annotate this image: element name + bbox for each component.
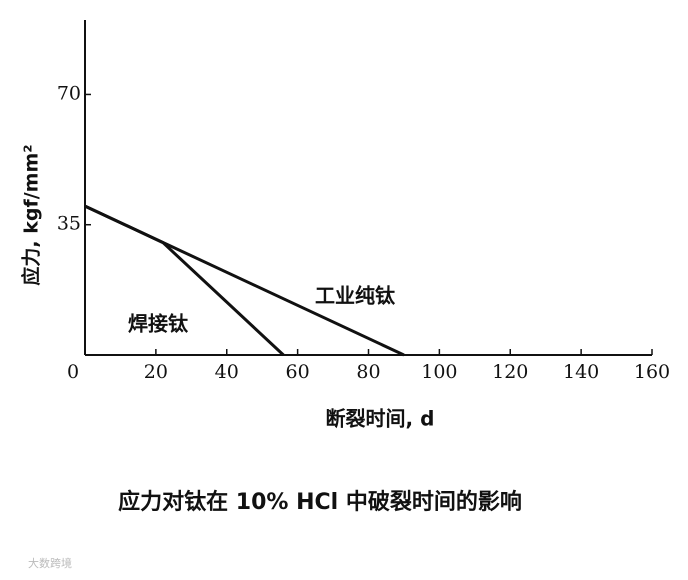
chart-title: 应力对钛在 10% HCl 中破裂时间的影响 [118, 489, 522, 515]
x-tick-label: 160 [634, 361, 670, 383]
x-tick-label: 100 [421, 361, 457, 383]
series-label: 工业纯钛 [315, 284, 396, 308]
series-label: 焊接钛 [128, 312, 189, 336]
x-tick-label: 0 [67, 361, 79, 383]
x-tick-label: 20 [144, 361, 168, 383]
series-line [84, 204, 285, 357]
x-axis-label: 断裂时间, d [326, 407, 435, 431]
x-tick-label: 60 [286, 361, 310, 383]
x-tick-label: 80 [356, 361, 380, 383]
y-axis-label: 应力, kgf/mm² [20, 144, 43, 285]
x-tick-label: 140 [563, 361, 599, 383]
x-tick-label: 120 [492, 361, 528, 383]
x-tick-label: 40 [215, 361, 239, 383]
watermark: 大数跨境 [28, 556, 72, 570]
y-tick-label: 70 [57, 82, 81, 104]
y-tick-label: 35 [57, 213, 81, 235]
